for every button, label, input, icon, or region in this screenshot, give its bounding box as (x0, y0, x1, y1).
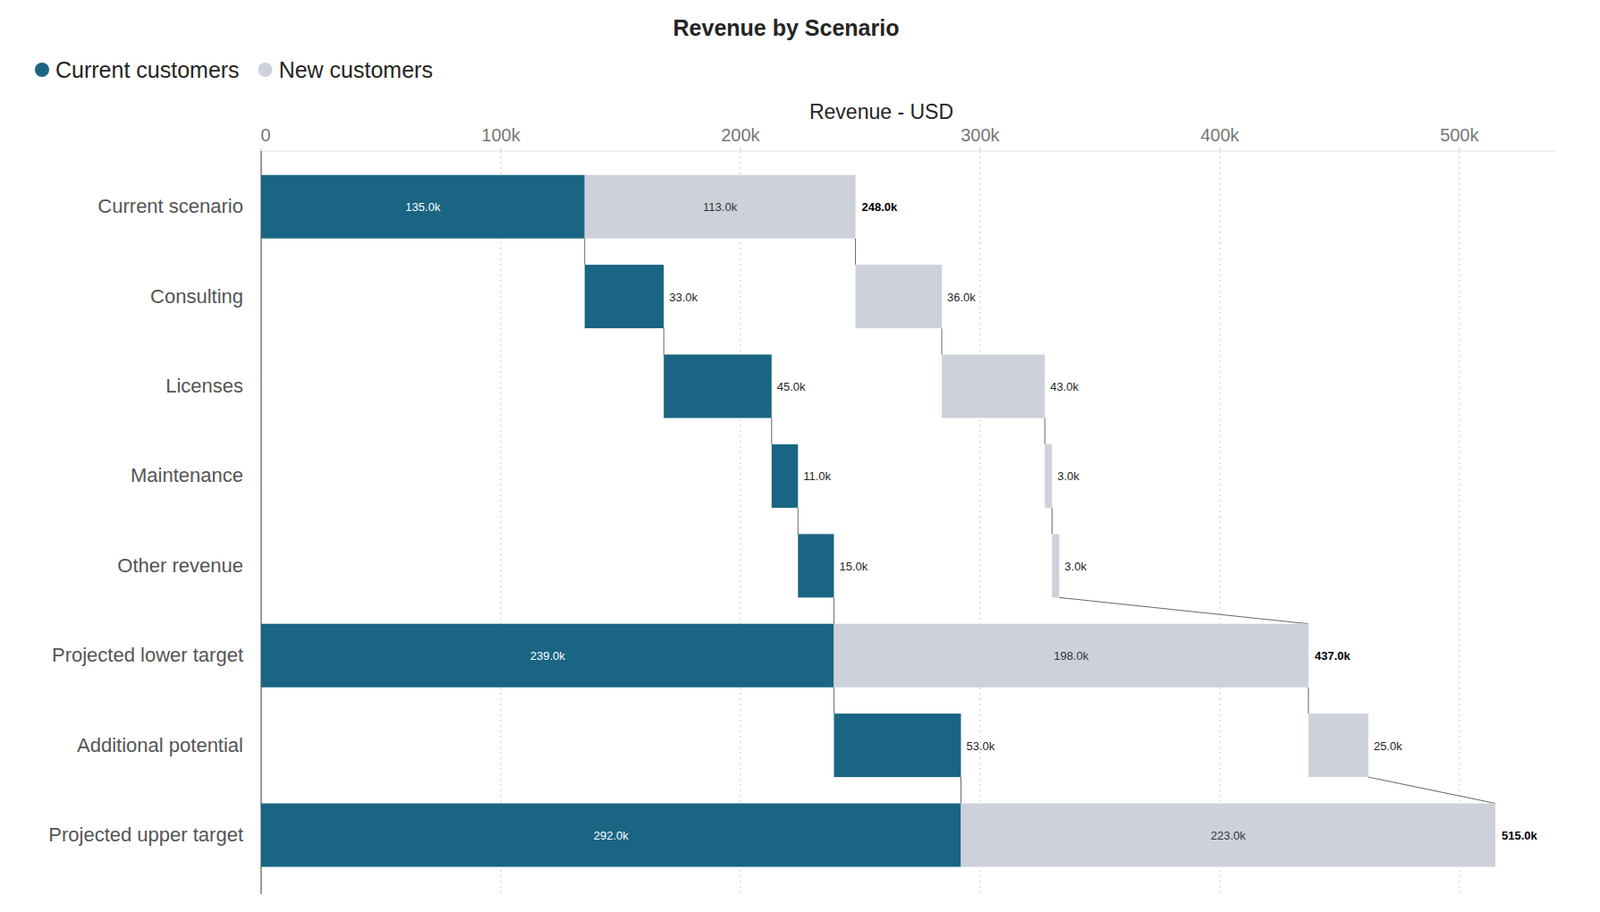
labels: 135.0k 33.0k 45.0k 11.0k 15.0k 239.0k 53.0k 292… (405, 200, 1538, 843)
data-label: 53.0k (965, 739, 995, 754)
connector (833, 687, 835, 714)
total-bar (261, 624, 834, 688)
tick-mark (1219, 147, 1220, 152)
connector (663, 328, 665, 355)
data-label: 33.0k (668, 290, 698, 305)
connector (1307, 687, 1309, 714)
y-axis-line (261, 151, 263, 895)
connector (797, 507, 799, 534)
category-label: Additional potential (76, 734, 244, 757)
delta-bar (663, 355, 772, 419)
data-label: 25.0k (1373, 739, 1403, 754)
total-bar (261, 175, 585, 239)
tick-label: 0 (260, 125, 271, 145)
legend-label: New customers (279, 57, 433, 83)
category-label: Current scenario (97, 194, 244, 218)
connector (855, 238, 856, 265)
delta-bar (855, 264, 942, 329)
data-label: 198.0k (1053, 649, 1090, 663)
grid-line (1458, 151, 1460, 895)
legend-swatch (258, 62, 273, 77)
delta-bar (941, 355, 1045, 419)
total-bar (261, 804, 961, 868)
x-axis-line (261, 151, 1556, 153)
grid-line (979, 151, 981, 895)
connector (1058, 597, 1309, 624)
total-label: 437.0k (1314, 649, 1352, 663)
tick-label: 400k (1200, 125, 1240, 145)
legend-swatch (34, 62, 50, 77)
category-label: Licenses (165, 374, 244, 398)
category-label: Other revenue (117, 554, 244, 577)
tick-mark (261, 147, 263, 152)
connector (941, 328, 943, 355)
axis-title: Revenue - USD (809, 100, 954, 124)
data-label: 15.0k (838, 559, 868, 574)
tick-label: 500k (1439, 125, 1480, 145)
bars (261, 175, 1496, 868)
delta-bar (1051, 533, 1059, 598)
connector (584, 238, 585, 265)
legend-entry: New customers (258, 57, 433, 83)
data-label: 135.0k (405, 200, 441, 214)
grid-line (499, 151, 501, 895)
data-label: 292.0k (593, 829, 630, 843)
data-label: 3.0k (1064, 559, 1087, 574)
tick-label: 200k (720, 125, 761, 145)
total-label: 248.0k (862, 200, 899, 214)
legend-label: Current customers (55, 57, 240, 83)
connector (960, 777, 962, 804)
data-label: 3.0k (1057, 469, 1080, 483)
data-label: 223.0k (1210, 829, 1247, 843)
delta-bar (584, 264, 664, 329)
connector (833, 597, 835, 624)
grid-line (739, 151, 741, 895)
total-bar (960, 804, 1496, 868)
connector (1051, 507, 1053, 534)
data-label: 45.0k (777, 380, 806, 394)
delta-bar (771, 444, 798, 508)
connector (1044, 418, 1046, 445)
tick-label: 100k (481, 125, 521, 145)
grid-line (1219, 151, 1220, 895)
delta-bar (797, 533, 834, 598)
data-label: 113.0k (702, 200, 738, 214)
tick-mark (979, 147, 981, 152)
tick-mark (739, 147, 741, 152)
delta-bar (1308, 713, 1369, 778)
data-label: 43.0k (1049, 380, 1079, 394)
legend-entry: Current customers (34, 57, 240, 83)
total-bar (584, 175, 856, 239)
category-label: Projected lower target (51, 643, 244, 667)
tick-mark (499, 147, 501, 152)
delta-bar (833, 713, 961, 778)
delta-bar (1044, 444, 1052, 508)
category-label: Maintenance (130, 464, 244, 487)
title: Revenue by Scenario (673, 15, 900, 41)
total-label: 515.0k (1501, 829, 1539, 843)
connector (770, 418, 772, 445)
data-label: 36.0k (947, 290, 976, 305)
data-label: 239.0k (530, 649, 567, 663)
connector (1368, 777, 1496, 804)
tick-label: 300k (960, 125, 1000, 145)
chart: Revenue by Scenario Current customers New … (0, 0, 1600, 912)
category-label: Consulting (150, 285, 244, 308)
category-label: Projected upper target (48, 823, 244, 847)
data-label: 11.0k (803, 469, 831, 483)
tick-mark (1458, 147, 1460, 152)
total-bar (833, 624, 1309, 688)
